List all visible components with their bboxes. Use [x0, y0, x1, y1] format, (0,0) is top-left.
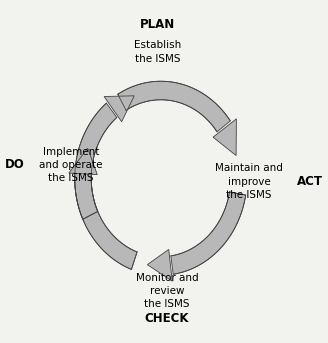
- Polygon shape: [171, 192, 246, 274]
- Polygon shape: [75, 175, 137, 269]
- Text: ACT: ACT: [297, 175, 323, 188]
- Polygon shape: [118, 81, 230, 132]
- Text: Establish
the ISMS: Establish the ISMS: [134, 40, 181, 63]
- Polygon shape: [75, 103, 117, 219]
- Polygon shape: [104, 96, 134, 122]
- Text: Monitor and
review
the ISMS: Monitor and review the ISMS: [135, 273, 198, 309]
- Polygon shape: [147, 249, 172, 281]
- Text: CHECK: CHECK: [145, 311, 189, 324]
- Text: DO: DO: [5, 158, 25, 171]
- Polygon shape: [213, 119, 236, 155]
- Polygon shape: [69, 148, 97, 175]
- Text: Implement
and operate
the ISMS: Implement and operate the ISMS: [39, 146, 103, 183]
- Text: Maintain and
improve
the ISMS: Maintain and improve the ISMS: [215, 163, 283, 200]
- Text: PLAN: PLAN: [140, 19, 175, 32]
